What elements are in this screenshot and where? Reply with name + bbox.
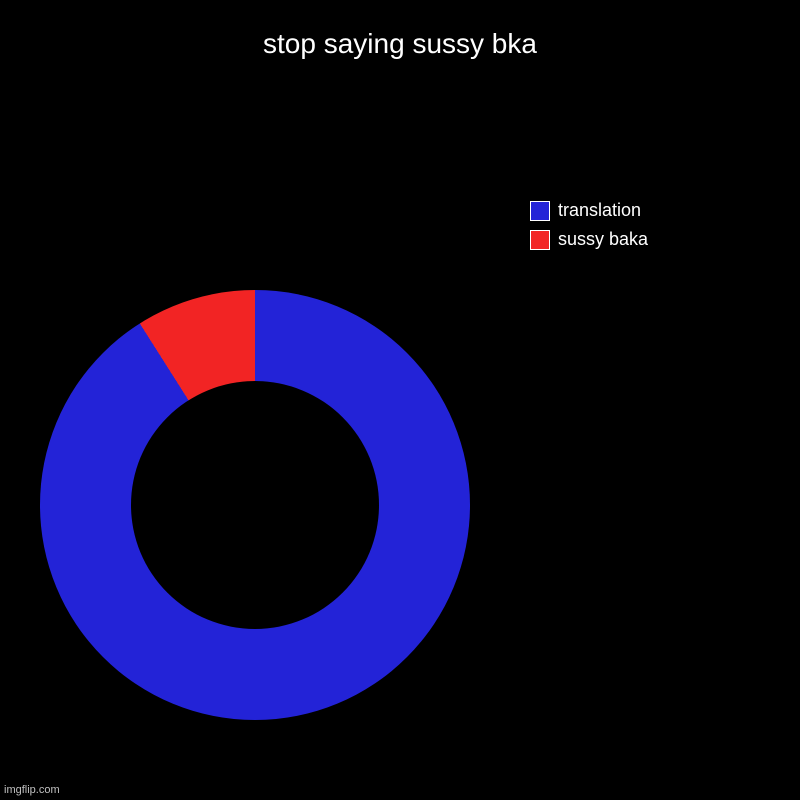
- legend-item: translation: [530, 200, 648, 221]
- legend-item: sussy baka: [530, 229, 648, 250]
- legend-label: translation: [558, 200, 641, 221]
- legend: translation sussy baka: [530, 200, 648, 258]
- donut-chart: [40, 290, 470, 720]
- watermark: imgflip.com: [4, 784, 60, 796]
- legend-label: sussy baka: [558, 229, 648, 250]
- donut-hole: [131, 381, 379, 629]
- legend-swatch-icon: [530, 201, 550, 221]
- legend-swatch-icon: [530, 230, 550, 250]
- chart-title: stop saying sussy bka: [0, 28, 800, 60]
